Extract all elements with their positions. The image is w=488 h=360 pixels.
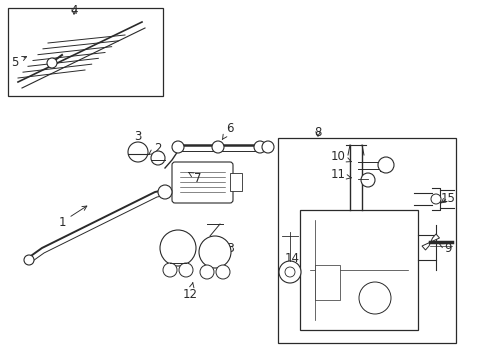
Bar: [299, 210, 417, 330]
Circle shape: [24, 255, 34, 265]
Circle shape: [179, 263, 193, 277]
Text: 8: 8: [314, 126, 321, 139]
Circle shape: [285, 267, 294, 277]
Text: 14: 14: [284, 252, 299, 271]
Text: 15: 15: [440, 192, 454, 204]
Circle shape: [158, 185, 172, 199]
Circle shape: [430, 194, 440, 204]
Text: 4: 4: [70, 4, 78, 17]
Text: 5: 5: [11, 55, 26, 68]
Circle shape: [262, 141, 273, 153]
Circle shape: [358, 282, 390, 314]
Circle shape: [160, 230, 196, 266]
Circle shape: [200, 265, 214, 279]
Circle shape: [163, 263, 177, 277]
Text: 11: 11: [330, 168, 350, 181]
Text: 9: 9: [438, 242, 451, 255]
Text: 7: 7: [188, 171, 202, 184]
Circle shape: [128, 142, 148, 162]
Circle shape: [279, 261, 301, 283]
Text: 13: 13: [220, 242, 235, 257]
Text: 1: 1: [58, 206, 87, 229]
Text: 6: 6: [222, 122, 233, 140]
Bar: [8, 8, 163, 96]
FancyBboxPatch shape: [172, 162, 232, 203]
Circle shape: [377, 157, 393, 173]
Text: 2: 2: [148, 141, 162, 154]
Circle shape: [172, 141, 183, 153]
Bar: [314, 265, 339, 300]
Circle shape: [216, 265, 229, 279]
Circle shape: [253, 141, 265, 153]
Circle shape: [151, 151, 164, 165]
Circle shape: [47, 58, 57, 68]
Bar: [278, 138, 455, 343]
Polygon shape: [421, 234, 439, 250]
Circle shape: [199, 236, 230, 268]
Text: 10: 10: [330, 149, 350, 162]
Bar: [229, 173, 242, 191]
Text: 3: 3: [134, 130, 142, 147]
Circle shape: [212, 141, 224, 153]
Circle shape: [360, 173, 374, 187]
Text: 12: 12: [182, 283, 197, 302]
